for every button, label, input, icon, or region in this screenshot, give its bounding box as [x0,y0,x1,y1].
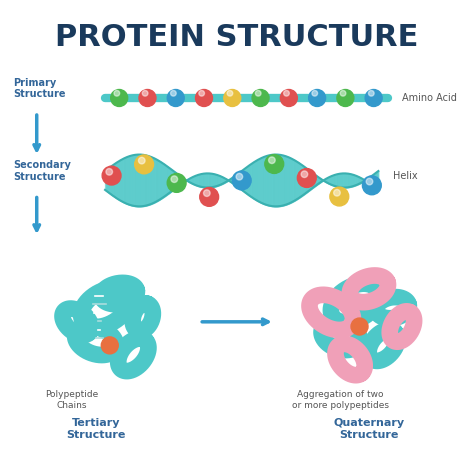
Text: Secondary
Structure: Secondary Structure [13,160,71,182]
Circle shape [138,157,145,164]
Circle shape [283,91,289,96]
Circle shape [101,337,118,354]
Circle shape [363,176,381,195]
Circle shape [351,318,368,335]
Text: Polypeptide
Chains: Polypeptide Chains [46,390,99,410]
Text: Primary
Structure: Primary Structure [13,78,66,100]
Circle shape [340,91,346,96]
Text: PROTEIN STRUCTURE: PROTEIN STRUCTURE [55,23,419,52]
Circle shape [196,90,212,107]
Circle shape [312,91,318,96]
Circle shape [366,178,373,185]
Text: Aggregation of two
or more polypeptides: Aggregation of two or more polypeptides [292,390,389,410]
Circle shape [301,171,308,178]
Circle shape [171,91,176,96]
Circle shape [227,91,233,96]
Circle shape [111,90,128,107]
Circle shape [265,155,283,173]
Circle shape [106,169,112,175]
Circle shape [280,90,297,107]
Circle shape [297,169,316,187]
Circle shape [200,188,219,206]
Circle shape [114,91,119,96]
Circle shape [139,90,156,107]
Circle shape [199,91,204,96]
Circle shape [171,176,178,182]
Circle shape [252,90,269,107]
Text: Helix: Helix [392,171,417,181]
Text: Tertiary
Structure: Tertiary Structure [66,419,125,440]
Circle shape [135,155,154,174]
Circle shape [365,90,382,107]
Circle shape [167,90,184,107]
Circle shape [334,190,340,196]
Circle shape [203,190,210,196]
Text: Quaternary
Structure: Quaternary Structure [333,419,404,440]
Circle shape [269,157,275,164]
Circle shape [142,91,148,96]
Circle shape [236,173,243,180]
Circle shape [330,187,349,206]
Circle shape [337,90,354,107]
Circle shape [232,171,251,190]
Circle shape [167,173,186,192]
Circle shape [368,91,374,96]
Text: Amino Acid: Amino Acid [402,93,457,103]
Circle shape [255,91,261,96]
Circle shape [309,90,326,107]
Circle shape [224,90,241,107]
Circle shape [102,166,121,185]
